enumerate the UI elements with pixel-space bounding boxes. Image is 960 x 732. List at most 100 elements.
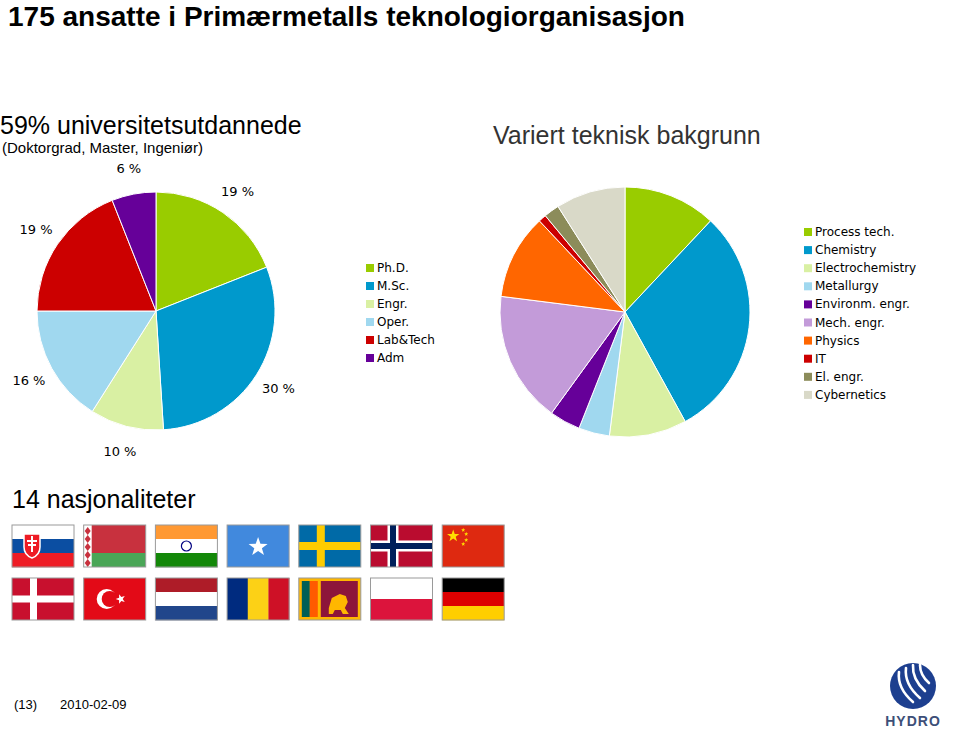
flag xyxy=(299,525,361,567)
shape xyxy=(899,665,929,702)
shape xyxy=(329,594,349,614)
slide: 175 ansatte i Primærmetalls teknologiorg… xyxy=(0,0,960,732)
flag xyxy=(442,578,504,620)
flag xyxy=(12,578,74,620)
legend: Process tech. Chemistry Electrochemistry Me… xyxy=(804,225,916,402)
flag xyxy=(442,525,504,567)
shape xyxy=(249,537,268,555)
pie-slice xyxy=(156,267,275,430)
shape xyxy=(85,551,91,559)
flag-border xyxy=(84,578,146,620)
legend-swatch xyxy=(804,319,812,327)
shape xyxy=(321,581,358,617)
data-label: 6 % xyxy=(116,161,141,176)
flag-border xyxy=(227,578,289,620)
flag xyxy=(84,578,146,620)
pie-slice xyxy=(500,296,625,413)
legend-entry: Adm xyxy=(377,351,404,365)
legend-swatch xyxy=(366,318,374,326)
shape xyxy=(155,539,217,553)
legend-entry: Mech. engr. xyxy=(815,316,885,330)
legend-swatch xyxy=(366,336,374,344)
shape xyxy=(371,541,433,552)
shape xyxy=(302,581,310,617)
shape xyxy=(371,525,433,567)
legend-entry: Metallurgy xyxy=(815,279,879,293)
legend-entry: Ph.D. xyxy=(377,261,409,275)
legend-entry: Process tech. xyxy=(815,225,894,239)
shape xyxy=(85,559,91,567)
shape xyxy=(248,578,269,620)
shape xyxy=(84,553,146,567)
pie-slice xyxy=(558,187,625,312)
shape xyxy=(12,525,74,539)
flag-border xyxy=(442,578,504,620)
shape xyxy=(27,536,37,552)
legend-swatch xyxy=(804,246,812,254)
legend-swatch xyxy=(804,373,812,381)
chart-title: 59% universitetsutdannede xyxy=(0,111,302,139)
data-label: 30 % xyxy=(262,381,295,396)
flag-border xyxy=(155,578,217,620)
legend-entry: Environm. engr. xyxy=(815,297,910,311)
shape xyxy=(890,663,936,709)
shape xyxy=(155,553,217,567)
shape xyxy=(12,539,74,553)
flag-border xyxy=(227,525,289,567)
shape xyxy=(84,525,146,553)
flag-border xyxy=(299,525,361,567)
flag xyxy=(371,578,433,620)
legend-swatch xyxy=(804,300,812,308)
legend-entry: IT xyxy=(815,352,827,366)
legend-swatch xyxy=(804,282,812,290)
legend-entry: M.Sc. xyxy=(377,279,409,293)
legend-swatch xyxy=(366,282,374,290)
flag-border xyxy=(371,578,433,620)
chart-subtitle: (Doktorgrad, Master, Ingeniør) xyxy=(2,139,203,156)
flag xyxy=(227,578,289,620)
data-label: 16 % xyxy=(12,373,45,388)
shape xyxy=(268,578,289,620)
shape xyxy=(181,541,191,551)
flag xyxy=(84,525,146,567)
date: 2010-02-09 xyxy=(60,697,127,712)
shape xyxy=(461,528,465,532)
shape xyxy=(155,592,217,606)
flag-border xyxy=(442,525,504,567)
shape xyxy=(447,530,459,542)
legend-swatch xyxy=(366,300,374,308)
shape xyxy=(299,525,361,567)
shape xyxy=(24,534,40,558)
legend-entry: Chemistry xyxy=(815,243,876,257)
shape xyxy=(84,525,92,567)
pie-slice xyxy=(37,311,156,411)
shape xyxy=(97,589,117,609)
legend-swatch xyxy=(366,264,374,272)
legend-entry: Electrochemistry xyxy=(815,261,916,275)
shape xyxy=(85,535,91,543)
flag xyxy=(155,525,217,567)
shape xyxy=(155,606,217,620)
legend-swatch xyxy=(804,337,812,345)
flag-border xyxy=(371,525,433,567)
shape xyxy=(464,532,468,536)
flag-border xyxy=(12,525,74,567)
legend-swatch xyxy=(804,391,812,399)
shape xyxy=(442,525,504,567)
shape xyxy=(371,543,433,549)
flag xyxy=(155,578,217,620)
legend-entry: Cybernetics xyxy=(815,388,886,402)
shape xyxy=(227,578,248,620)
data-label: 19 % xyxy=(221,184,254,199)
legend-swatch xyxy=(366,354,374,362)
shape xyxy=(12,596,74,603)
flag xyxy=(227,525,289,567)
pie-chart xyxy=(500,187,750,437)
legend-swatch xyxy=(804,355,812,363)
shape xyxy=(227,525,289,567)
slide-title: 175 ansatte i Primærmetalls teknologiorg… xyxy=(8,1,685,32)
shape xyxy=(85,527,91,535)
section-title: 14 nasjonaliteter xyxy=(12,485,195,513)
legend-swatch xyxy=(804,264,812,272)
flag-border xyxy=(84,525,146,567)
